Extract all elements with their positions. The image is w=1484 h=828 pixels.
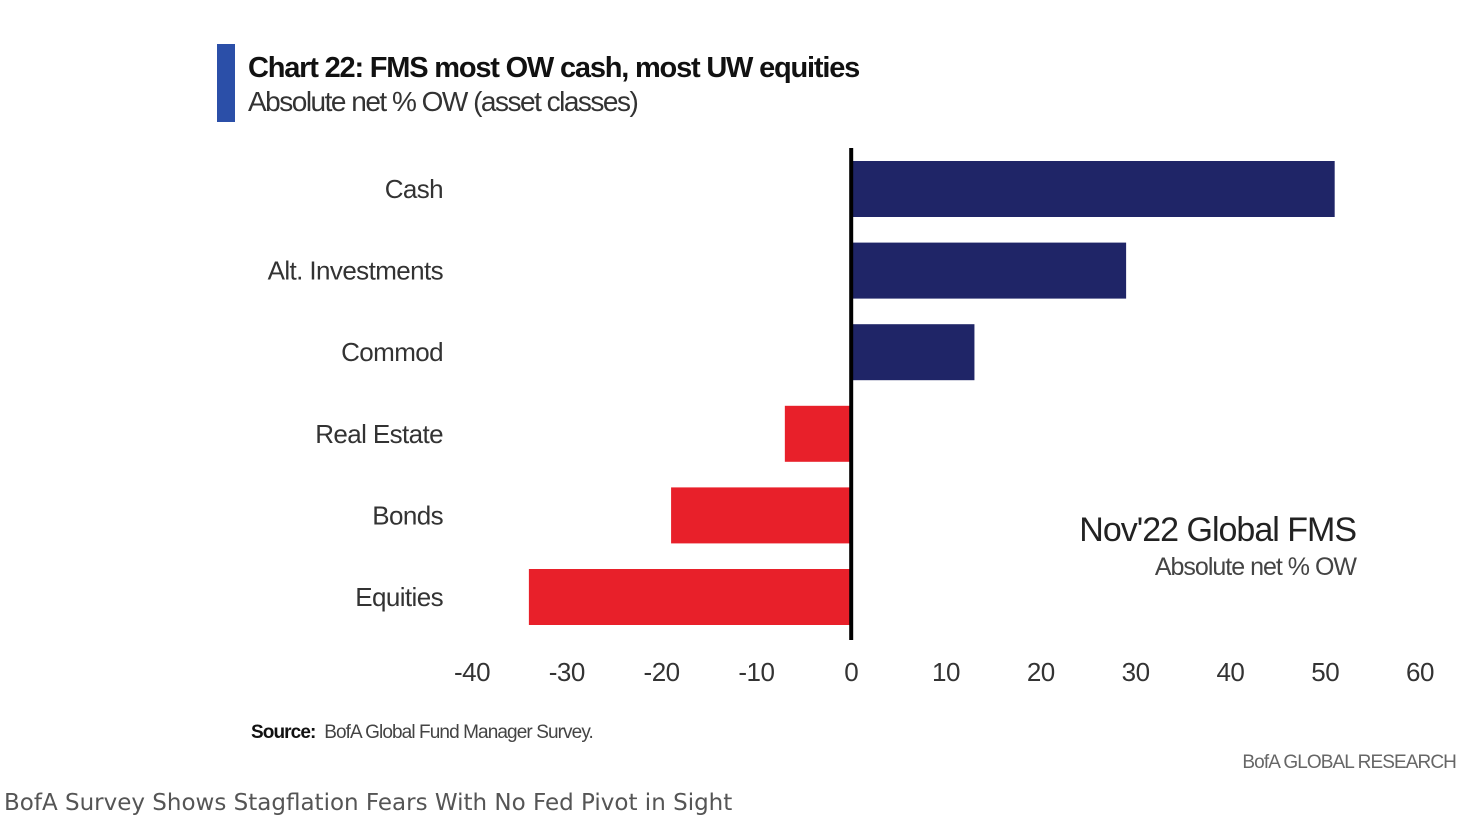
- annotation-title: Nov'22 Global FMS: [1079, 511, 1356, 549]
- category-label: Cash: [385, 174, 443, 204]
- x-tick-label: -20: [644, 657, 680, 687]
- x-tick-label: 60: [1406, 657, 1434, 687]
- x-tick-label: 40: [1216, 657, 1244, 687]
- annotation-subtitle: Absolute net % OW: [1155, 553, 1358, 581]
- research-credit: BofA GLOBAL RESEARCH: [1242, 752, 1457, 773]
- bar-commod: [851, 324, 975, 381]
- title-accent-bar: [217, 44, 235, 122]
- chart-subtitle: Absolute net % OW (asset classes): [248, 86, 639, 117]
- source-label: Source:: [251, 722, 316, 743]
- x-tick-label: 30: [1122, 657, 1150, 687]
- source-text: BofA Global Fund Manager Survey.: [324, 722, 594, 743]
- x-tick-label: 0: [844, 657, 858, 687]
- bar-alt-investments: [851, 242, 1127, 299]
- source-note: Source: BofA Global Fund Manager Survey.: [251, 722, 594, 744]
- x-tick-label: -40: [454, 657, 490, 687]
- bar-real-estate: [784, 405, 852, 462]
- bar-equities: [528, 569, 852, 625]
- x-tick-label: 10: [932, 657, 960, 687]
- category-label: Equities: [355, 582, 443, 612]
- bar-cash: [851, 161, 1335, 217]
- x-tick-label: -10: [738, 657, 774, 687]
- x-tick-label: -30: [549, 657, 585, 687]
- image-caption: BofA Survey Shows Stagflation Fears With…: [4, 790, 733, 816]
- category-label: Bonds: [372, 500, 443, 530]
- category-label: Commod: [341, 337, 443, 367]
- category-label: Alt. Investments: [268, 256, 444, 286]
- category-label: Real Estate: [315, 419, 443, 449]
- x-tick-label: 20: [1027, 657, 1055, 687]
- chart-title: Chart 22: FMS most OW cash, most UW equi…: [248, 52, 860, 84]
- x-tick-label: 50: [1311, 657, 1339, 687]
- bar-bonds: [671, 487, 852, 544]
